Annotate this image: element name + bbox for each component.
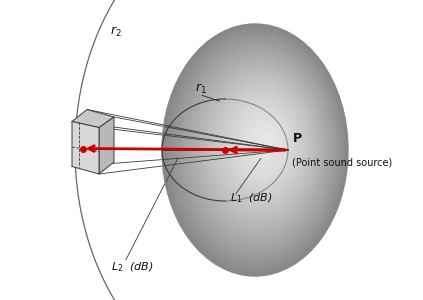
Ellipse shape [173,36,340,262]
Ellipse shape [254,126,277,158]
Ellipse shape [214,82,308,208]
Ellipse shape [180,44,334,252]
Ellipse shape [217,85,305,205]
Ellipse shape [220,88,303,202]
Ellipse shape [201,68,318,225]
Ellipse shape [243,115,285,171]
Ellipse shape [188,53,328,242]
Ellipse shape [209,77,312,215]
Ellipse shape [256,129,275,155]
Ellipse shape [212,80,310,212]
Ellipse shape [162,24,348,276]
Ellipse shape [262,135,271,148]
Text: $L_2$  (dB): $L_2$ (dB) [111,260,154,274]
Ellipse shape [249,121,281,165]
Ellipse shape [236,106,291,182]
Text: $\mathbf{P}$: $\mathbf{P}$ [292,133,302,146]
Text: $r_1$: $r_1$ [195,82,207,96]
Ellipse shape [193,59,324,236]
Ellipse shape [222,91,302,198]
Ellipse shape [167,30,344,269]
Ellipse shape [183,47,332,249]
Ellipse shape [170,33,342,266]
Ellipse shape [178,41,336,256]
Polygon shape [72,110,114,128]
Ellipse shape [259,132,273,151]
Ellipse shape [264,138,269,144]
Ellipse shape [204,71,316,222]
Text: (Point sound source): (Point sound source) [292,158,392,167]
Text: $L_1$  (dB): $L_1$ (dB) [230,191,272,205]
Ellipse shape [246,118,283,168]
Ellipse shape [165,27,346,273]
Ellipse shape [251,124,279,161]
Ellipse shape [199,65,320,229]
Ellipse shape [228,97,297,192]
Ellipse shape [241,112,287,175]
Ellipse shape [175,39,338,259]
Ellipse shape [238,109,289,178]
Polygon shape [72,122,99,174]
Ellipse shape [206,74,313,219]
Text: $r_2$: $r_2$ [110,25,121,39]
Ellipse shape [225,94,299,195]
Polygon shape [99,117,114,174]
Ellipse shape [191,56,326,239]
Ellipse shape [233,103,293,185]
Ellipse shape [196,62,321,232]
Ellipse shape [230,100,295,188]
Ellipse shape [186,50,330,246]
